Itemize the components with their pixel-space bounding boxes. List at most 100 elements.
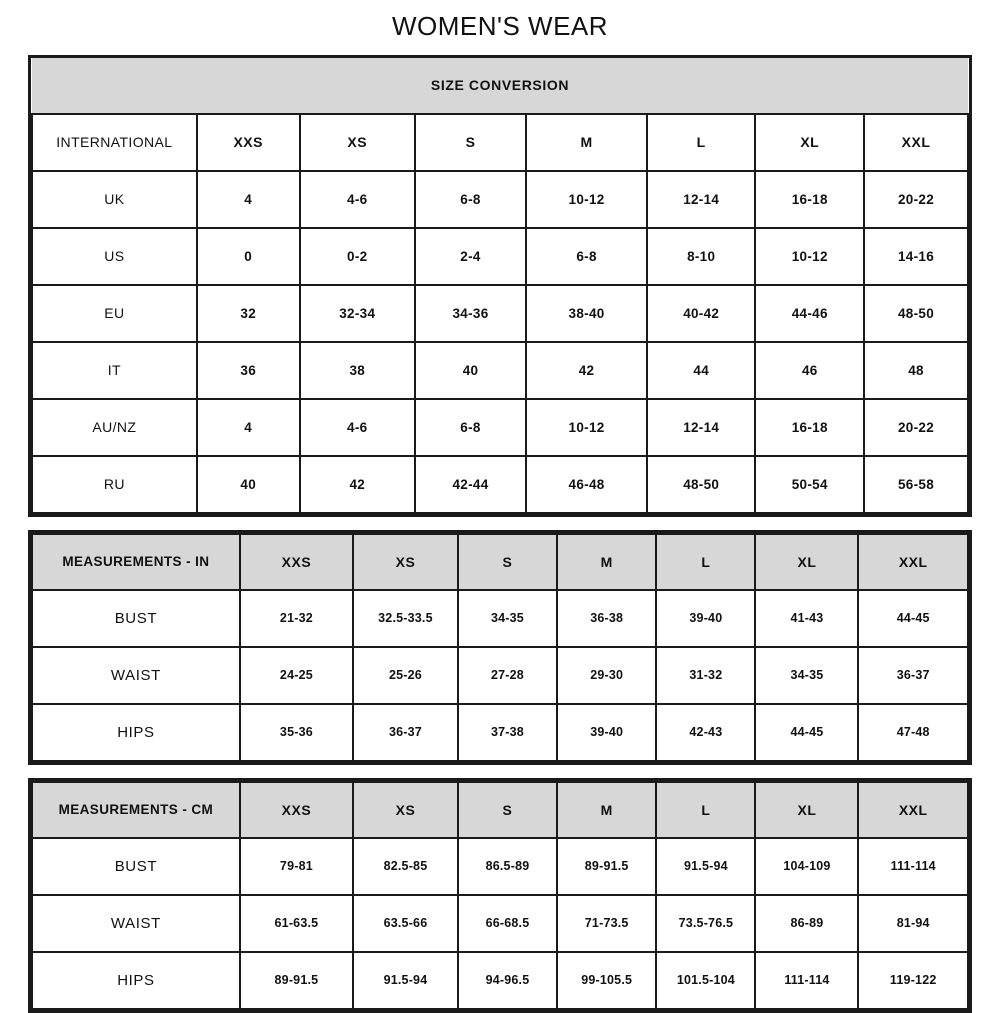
table-cell: 119-122	[857, 950, 969, 1010]
header-cell-xxl: XXL	[863, 112, 969, 172]
table-cell: 71-73.5	[556, 893, 658, 953]
table-header-row: INTERNATIONAL XXS XS S M L XL XXL	[31, 112, 969, 172]
header-cell-xxl: XXL	[857, 532, 969, 591]
table-cell: 44	[645, 340, 757, 400]
header-cell-s: S	[456, 780, 559, 839]
table-cell: 44-46	[754, 283, 866, 343]
table-cell: 48	[863, 340, 969, 400]
table-cell: 82.5-85	[352, 836, 459, 896]
table-cell: 36	[195, 340, 301, 400]
table-cell: 86-89	[754, 893, 860, 953]
header-cell-xl: XL	[754, 532, 860, 591]
table-cell: 37-38	[456, 702, 559, 762]
table-cell: 40-42	[645, 283, 757, 343]
measurements-cm-header: MEASUREMENTS - CM XXS XS S M L XL XXL	[31, 780, 969, 839]
table-cell: 27-28	[456, 645, 559, 705]
table-cell: 6-8	[525, 226, 648, 286]
table-row: AU/NZ 4 4-6 6-8 10-12 12-14 16-18 20-22	[31, 397, 969, 457]
table-gap	[0, 765, 1000, 778]
banner-row: SIZE CONVERSION	[32, 57, 968, 115]
table-row: BUST 21-32 32.5-33.5 34-35 36-38 39-40 4…	[31, 588, 969, 648]
row-label: HIPS	[31, 950, 241, 1010]
table-cell: 44-45	[754, 702, 860, 762]
header-cell-l: L	[655, 532, 757, 591]
table-cell: 42	[525, 340, 648, 400]
table-cell: 35-36	[238, 702, 355, 762]
table-cell: 111-114	[857, 836, 969, 896]
table-cell: 44-45	[857, 588, 969, 648]
table-cell: 32	[195, 283, 301, 343]
header-cell-xxs: XXS	[195, 112, 301, 172]
size-conversion-banner: SIZE CONVERSION	[32, 57, 968, 115]
table-cell: 42-44	[413, 454, 528, 514]
size-conversion-table: SIZE CONVERSION INTERNATIONAL XXS XS S M…	[31, 57, 969, 514]
table-cell: 38-40	[525, 283, 648, 343]
table-cell: 8-10	[645, 226, 757, 286]
size-conversion-body: SIZE CONVERSION INTERNATIONAL XXS XS S M…	[31, 57, 969, 514]
table-cell: 47-48	[857, 702, 969, 762]
table-cell: 48-50	[645, 454, 757, 514]
table-row: HIPS 89-91.5 91.5-94 94-96.5 99-105.5 10…	[31, 950, 969, 1010]
row-label: AU/NZ	[31, 397, 198, 457]
table-row: US 0 0-2 2-4 6-8 8-10 10-12 14-16	[31, 226, 969, 286]
table-cell: 34-36	[413, 283, 528, 343]
measurements-cm-table-block: MEASUREMENTS - CM XXS XS S M L XL XXL BU…	[28, 777, 972, 1013]
table-cell: 2-4	[413, 226, 528, 286]
row-label: RU	[31, 454, 198, 514]
table-row: HIPS 35-36 36-37 37-38 39-40 42-43 44-45…	[31, 702, 969, 762]
page-title: WOMEN'S WEAR	[391, 11, 609, 41]
header-cell-xs: XS	[298, 112, 416, 172]
table-cell: 79-81	[238, 836, 355, 896]
table-row: WAIST 24-25 25-26 27-28 29-30 31-32 34-3…	[31, 645, 969, 705]
table-cell: 12-14	[645, 397, 757, 457]
table-cell: 50-54	[754, 454, 866, 514]
table-cell: 40	[195, 454, 301, 514]
header-cell-s: S	[413, 112, 528, 172]
header-cell-xl: XL	[754, 780, 860, 839]
table-cell: 29-30	[556, 645, 658, 705]
table-header-row: MEASUREMENTS - CM XXS XS S M L XL XXL	[31, 780, 969, 839]
table-cell: 99-105.5	[556, 950, 658, 1010]
row-label: EU	[31, 283, 198, 343]
table-cell: 20-22	[863, 397, 969, 457]
row-label: UK	[31, 169, 198, 229]
header-cell-l: L	[655, 780, 757, 839]
table-cell: 66-68.5	[456, 893, 559, 953]
table-cell: 39-40	[655, 588, 757, 648]
header-cell-s: S	[456, 532, 559, 591]
table-cell: 40	[413, 340, 528, 400]
table-cell: 16-18	[754, 397, 866, 457]
table-row: RU 40 42 42-44 46-48 48-50 50-54 56-58	[31, 454, 969, 514]
measurements-in-header: MEASUREMENTS - IN XXS XS S M L XL XXL	[31, 532, 969, 591]
header-cell-measurements-cm: MEASUREMENTS - CM	[31, 780, 241, 839]
table-cell: 111-114	[754, 950, 860, 1010]
table-cell: 48-50	[863, 283, 969, 343]
table-cell: 101.5-104	[655, 950, 757, 1010]
row-label: BUST	[31, 588, 241, 648]
table-cell: 32.5-33.5	[352, 588, 459, 648]
header-cell-l: L	[645, 112, 757, 172]
table-cell: 86.5-89	[456, 836, 559, 896]
table-cell: 36-37	[352, 702, 459, 762]
table-cell: 0	[195, 226, 301, 286]
table-cell: 41-43	[754, 588, 860, 648]
table-cell: 4	[195, 397, 301, 457]
table-row: BUST 79-81 82.5-85 86.5-89 89-91.5 91.5-…	[31, 836, 969, 896]
header-cell-m: M	[556, 780, 658, 839]
table-cell: 24-25	[238, 645, 355, 705]
table-cell: 89-91.5	[238, 950, 355, 1010]
table-cell: 36-37	[857, 645, 969, 705]
measurements-cm-table: MEASUREMENTS - CM XXS XS S M L XL XXL BU…	[31, 780, 969, 1010]
table-row: WAIST 61-63.5 63.5-66 66-68.5 71-73.5 73…	[31, 893, 969, 953]
table-cell: 46-48	[525, 454, 648, 514]
header-cell-measurements-in: MEASUREMENTS - IN	[31, 532, 241, 591]
header-cell-xxl: XXL	[857, 780, 969, 839]
table-cell: 91.5-94	[352, 950, 459, 1010]
table-cell: 10-12	[754, 226, 866, 286]
table-cell: 4	[195, 169, 301, 229]
table-cell: 32-34	[298, 283, 416, 343]
table-cell: 4-6	[298, 397, 416, 457]
table-row: UK 4 4-6 6-8 10-12 12-14 16-18 20-22	[31, 169, 969, 229]
header-cell-xl: XL	[754, 112, 866, 172]
